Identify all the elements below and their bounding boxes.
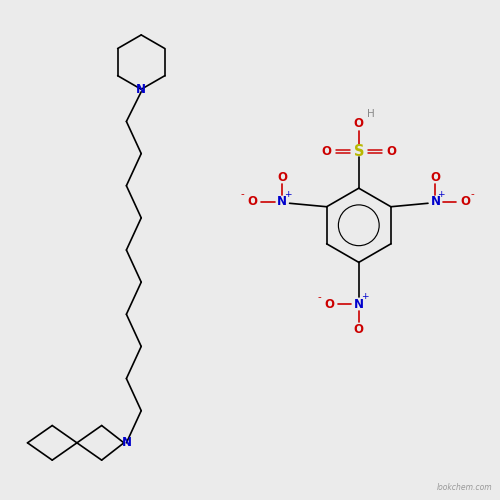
Text: O: O [248, 196, 258, 208]
Text: N: N [277, 196, 287, 208]
Text: O: O [324, 298, 334, 311]
Text: -: - [470, 190, 474, 200]
Text: O: O [354, 118, 364, 130]
Text: lookchem.com: lookchem.com [436, 484, 492, 492]
Text: -: - [240, 190, 244, 200]
Text: +: + [284, 190, 292, 199]
Text: O: O [386, 144, 396, 158]
Text: H: H [368, 109, 375, 119]
Text: -: - [318, 292, 321, 302]
Text: N: N [136, 83, 146, 96]
Text: N: N [354, 298, 364, 311]
Text: S: S [354, 144, 364, 158]
Text: N: N [430, 196, 440, 208]
Text: O: O [354, 322, 364, 336]
Text: O: O [277, 170, 287, 183]
Text: +: + [438, 190, 445, 199]
Text: O: O [430, 170, 440, 183]
Text: O: O [460, 196, 470, 208]
Text: +: + [361, 292, 368, 302]
Text: O: O [322, 144, 332, 158]
Text: N: N [122, 436, 132, 450]
